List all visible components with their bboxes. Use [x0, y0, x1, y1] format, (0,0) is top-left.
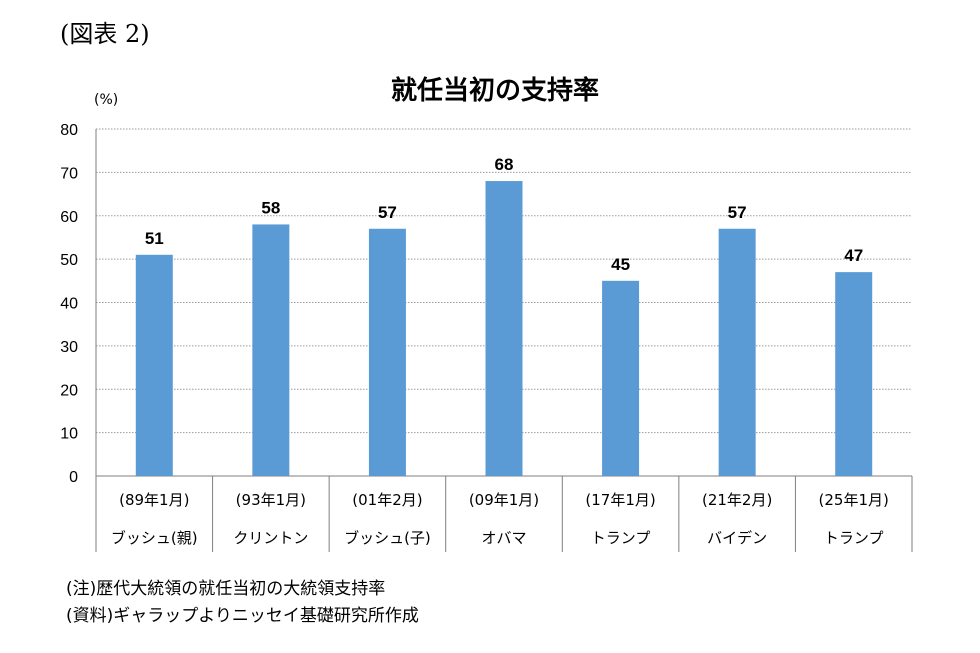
- y-tick-label: 10: [60, 426, 78, 443]
- bar: [252, 224, 290, 476]
- y-tick-label: 50: [60, 252, 78, 269]
- data-label: 47: [844, 246, 863, 265]
- x-tick-label-name: ブッシュ(子): [344, 529, 431, 547]
- x-tick-label-date: (09年1月): [469, 491, 539, 509]
- x-tick-label-date: (89年1月): [119, 491, 189, 509]
- bar: [485, 181, 523, 477]
- x-tick-label-date: (21年2月): [702, 491, 772, 509]
- x-tick-label-name: バイデン: [707, 529, 767, 547]
- x-tick-label-name: ブッシュ(親): [111, 529, 198, 547]
- bar: [835, 272, 873, 476]
- x-tick-label-name: トランプ: [591, 529, 651, 547]
- y-tick-label: 70: [60, 165, 78, 182]
- y-axis-unit-label: (%): [94, 92, 119, 108]
- data-label: 68: [495, 155, 514, 174]
- bar: [602, 280, 640, 476]
- x-tick-label-name: オバマ: [481, 529, 526, 547]
- y-tick-label: 0: [69, 469, 78, 486]
- figure-label: (図表 2): [60, 20, 150, 48]
- chart-title: 就任当初の支持率: [390, 76, 599, 106]
- data-label: 57: [378, 203, 397, 222]
- y-tick-label: 20: [60, 382, 78, 399]
- data-label: 51: [145, 229, 164, 248]
- x-tick-label-name: トランプ: [824, 529, 884, 547]
- x-tick-label-date: (17年1月): [585, 491, 655, 509]
- chart-source: (資料)ギャラップよりニッセイ基礎研究所作成: [66, 606, 419, 626]
- y-tick-label: 80: [60, 122, 78, 139]
- y-tick-label: 40: [60, 296, 78, 313]
- chart-note: (注)歴代大統領の就任当初の大統領支持率: [66, 579, 386, 599]
- bar: [368, 228, 406, 476]
- x-tick-label-date: (93年1月): [236, 491, 306, 509]
- x-tick-label-date: (25年1月): [819, 491, 889, 509]
- y-tick-label: 60: [60, 209, 78, 226]
- x-tick-label-date: (01年2月): [352, 491, 422, 509]
- y-tick-label: 30: [60, 339, 78, 356]
- bar: [135, 254, 173, 476]
- data-label: 57: [728, 203, 747, 222]
- data-label: 45: [611, 255, 630, 274]
- data-label: 58: [261, 198, 280, 217]
- x-tick-label-name: クリントン: [233, 529, 308, 547]
- bar: [718, 228, 756, 476]
